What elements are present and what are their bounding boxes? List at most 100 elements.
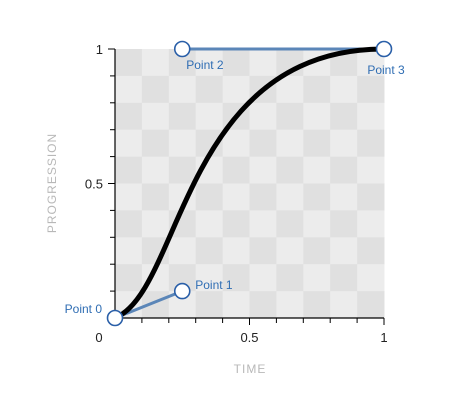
- grid-cell: [357, 75, 385, 104]
- grid-cell: [222, 75, 250, 104]
- checker-grid: [115, 49, 385, 319]
- grid-cell: [168, 237, 197, 265]
- grid-cell: [276, 129, 304, 158]
- grid-cell: [357, 183, 385, 211]
- bezier-curve: [112, 46, 387, 321]
- grid-cell: [141, 156, 170, 184]
- grid-cell: [195, 237, 224, 265]
- grid-cell: [330, 237, 358, 265]
- grid-cell: [357, 129, 385, 158]
- grid-cell: [330, 156, 358, 184]
- control-point-label-3: Point 3: [367, 63, 405, 77]
- grid-cell: [357, 156, 385, 184]
- grid-cell: [249, 129, 277, 158]
- grid-cell: [330, 291, 358, 319]
- grid-cell: [357, 264, 385, 292]
- grid-cell: [168, 102, 197, 131]
- grid-cell: [115, 264, 143, 292]
- grid-cell: [303, 102, 331, 131]
- grid-cell: [141, 49, 170, 77]
- grid-cell: [168, 75, 197, 104]
- x-tick-label: 1: [380, 330, 387, 345]
- grid-cell: [330, 264, 358, 292]
- grid-cell: [168, 129, 197, 158]
- grid-cell: [330, 102, 358, 131]
- grid-cell: [115, 156, 143, 184]
- y-tick-label: 1: [96, 42, 103, 57]
- grid-cell: [249, 264, 277, 292]
- grid-cell: [115, 102, 143, 131]
- grid-cell: [195, 264, 224, 292]
- grid-cell: [276, 264, 304, 292]
- grid-cell: [303, 237, 331, 265]
- grid-cell: [276, 75, 304, 104]
- grid-cell: [141, 75, 170, 104]
- grid-cell: [330, 129, 358, 158]
- grid-cell: [222, 156, 250, 184]
- grid-cell: [276, 102, 304, 131]
- grid-cell: [141, 183, 170, 211]
- grid-cell: [222, 264, 250, 292]
- control-point-3[interactable]: [375, 40, 393, 58]
- grid-cell: [303, 183, 331, 211]
- y-axis-title: PROGRESSION: [45, 133, 59, 233]
- grid-cell: [303, 264, 331, 292]
- grid-cell: [141, 129, 170, 158]
- grid-cell: [357, 291, 385, 319]
- point-labels: Point 0 Point 1 Point 2 Point 3: [65, 58, 405, 316]
- grid-cell: [276, 291, 304, 319]
- grid-cell: [330, 183, 358, 211]
- grid-cell: [222, 129, 250, 158]
- grid-cell: [276, 237, 304, 265]
- grid-cell: [115, 183, 143, 211]
- grid-cell: [357, 237, 385, 265]
- grid-cell: [141, 210, 170, 238]
- grid-cell: [195, 102, 224, 131]
- ticks: [108, 48, 385, 325]
- grid-cell: [115, 210, 143, 238]
- y-tick-label: 0.5: [85, 177, 103, 192]
- x-tick-label: 0: [95, 330, 102, 345]
- control-point-label-2: Point 2: [186, 58, 224, 72]
- grid-cell: [249, 237, 277, 265]
- grid-cell: [303, 210, 331, 238]
- grid-cell: [249, 183, 277, 211]
- x-tick-label: 0.5: [240, 330, 258, 345]
- x-axis-title: TIME: [234, 362, 267, 376]
- grid-cell: [357, 210, 385, 238]
- grid-cell: [168, 156, 197, 184]
- grid-cell: [195, 291, 224, 319]
- grid-cell: [195, 210, 224, 238]
- grid-cell: [303, 129, 331, 158]
- grid-cell: [303, 156, 331, 184]
- control-point-2[interactable]: [173, 40, 191, 58]
- grid-cell: [303, 291, 331, 319]
- grid-cell: [330, 75, 358, 104]
- grid-cell: [249, 102, 277, 131]
- control-point-1[interactable]: [173, 282, 191, 300]
- grid-cell: [222, 49, 250, 77]
- grid-cell: [276, 183, 304, 211]
- grid-cell: [330, 210, 358, 238]
- grid-cell: [141, 102, 170, 131]
- grid-cell: [249, 210, 277, 238]
- grid-cell: [276, 210, 304, 238]
- grid-cell: [222, 237, 250, 265]
- control-point-0[interactable]: [106, 309, 124, 327]
- grid-cell: [222, 210, 250, 238]
- grid-cell: [222, 291, 250, 319]
- grid-cell: [249, 49, 277, 77]
- grid-cell: [195, 75, 224, 104]
- grid-cell: [115, 129, 143, 158]
- tick-labels: 0 0.5 1 0.5 1: [85, 42, 388, 345]
- grid-cell: [249, 291, 277, 319]
- grid-cell: [249, 156, 277, 184]
- grid-cell: [195, 49, 224, 77]
- control-point-label-0: Point 0: [65, 302, 103, 316]
- grid-cell: [115, 75, 143, 104]
- grid-cell: [195, 183, 224, 211]
- grid-cell: [303, 75, 331, 104]
- control-handles[interactable]: [106, 40, 393, 327]
- grid-cell: [115, 49, 143, 77]
